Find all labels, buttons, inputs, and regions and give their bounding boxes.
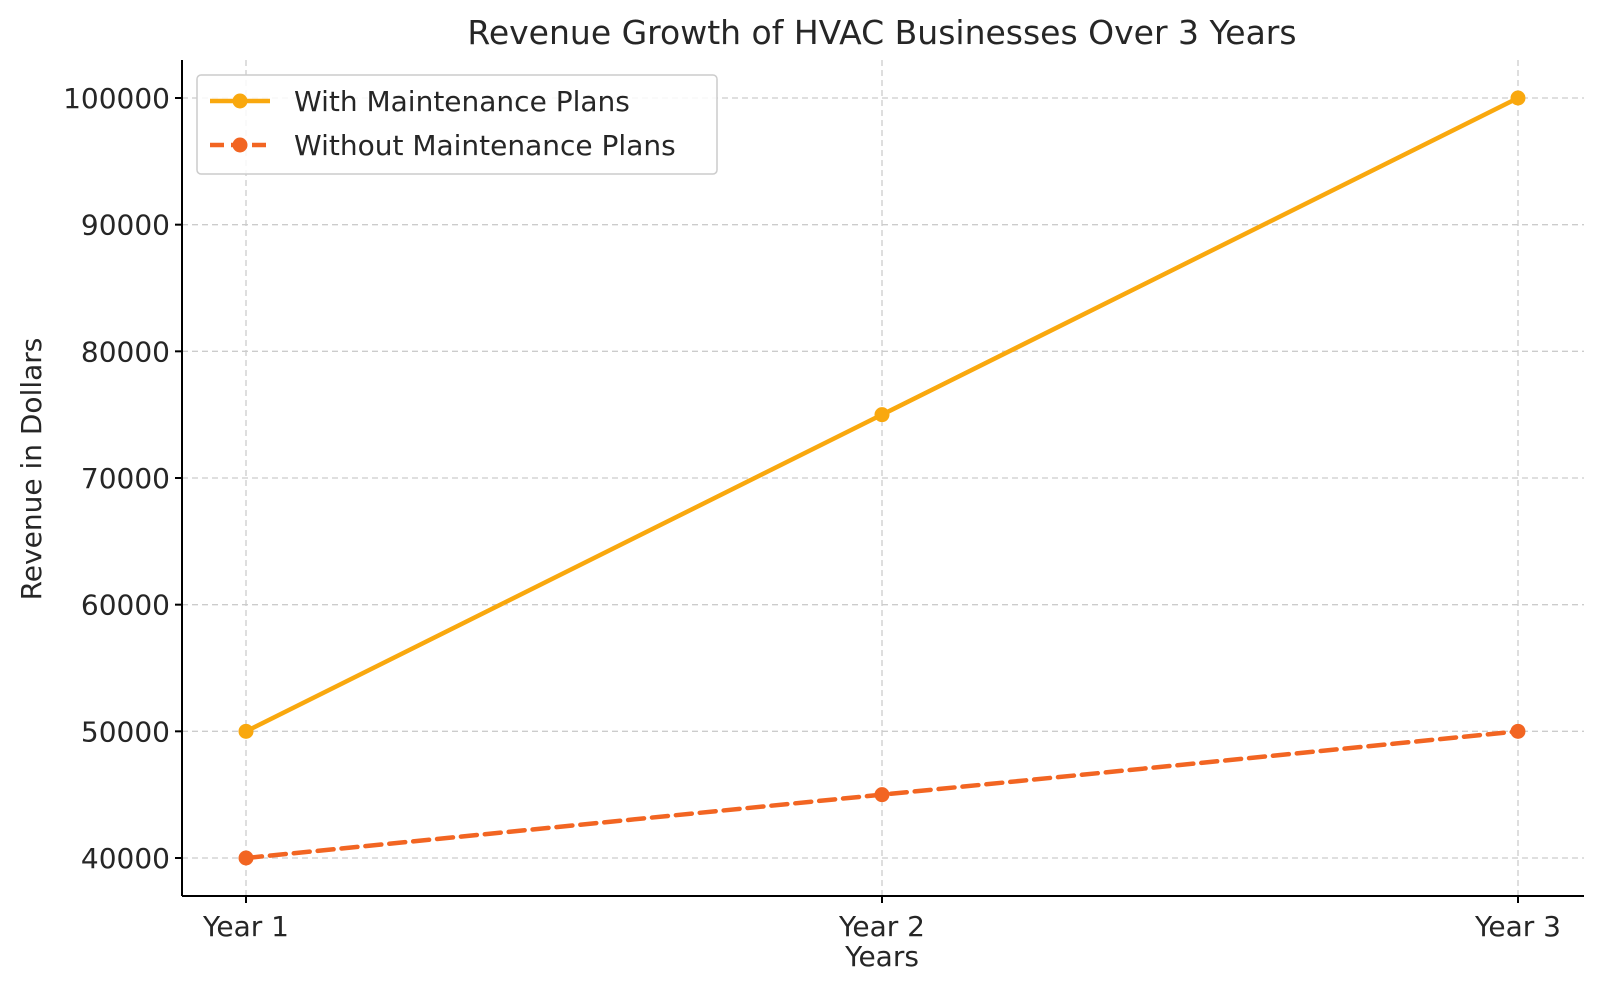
- data-point-without-plans: [874, 787, 890, 803]
- series-layer: [238, 90, 1526, 866]
- y-tick-label: 70000: [81, 462, 170, 495]
- legend-box: [196, 74, 718, 175]
- grid-lines: [182, 60, 1584, 896]
- x-tick-label: Year 3: [1474, 910, 1561, 943]
- y-axis-label: Revenue in Dollars: [15, 338, 48, 601]
- y-tick-label: 80000: [81, 335, 170, 368]
- y-tick-label: 40000: [81, 842, 170, 875]
- data-point-with-plans: [1510, 90, 1526, 106]
- y-axis-ticks: 40000 50000 60000 70000 80000 90000 100000: [63, 82, 182, 875]
- legend-marker-without-plans: [232, 137, 248, 153]
- legend: With Maintenance Plans Without Maintenanc…: [196, 74, 718, 175]
- legend-label-with-plans: With Maintenance Plans: [294, 85, 630, 118]
- y-tick-label: 100000: [63, 82, 170, 115]
- y-tick-label: 60000: [81, 589, 170, 622]
- legend-marker-with-plans: [232, 93, 248, 109]
- y-tick-label: 50000: [81, 715, 170, 748]
- data-point-without-plans: [238, 850, 254, 866]
- data-point-with-plans: [874, 407, 890, 423]
- x-axis-ticks: Year 1 Year 2 Year 3: [202, 896, 1561, 943]
- legend-label-without-plans: Without Maintenance Plans: [294, 129, 676, 162]
- x-axis-label: Years: [844, 940, 919, 973]
- chart-title: Revenue Growth of HVAC Businesses Over 3…: [467, 13, 1296, 52]
- data-point-with-plans: [238, 723, 254, 739]
- data-point-without-plans: [1510, 723, 1526, 739]
- x-tick-label: Year 1: [202, 910, 289, 943]
- x-tick-label: Year 2: [838, 910, 925, 943]
- y-tick-label: 90000: [81, 209, 170, 242]
